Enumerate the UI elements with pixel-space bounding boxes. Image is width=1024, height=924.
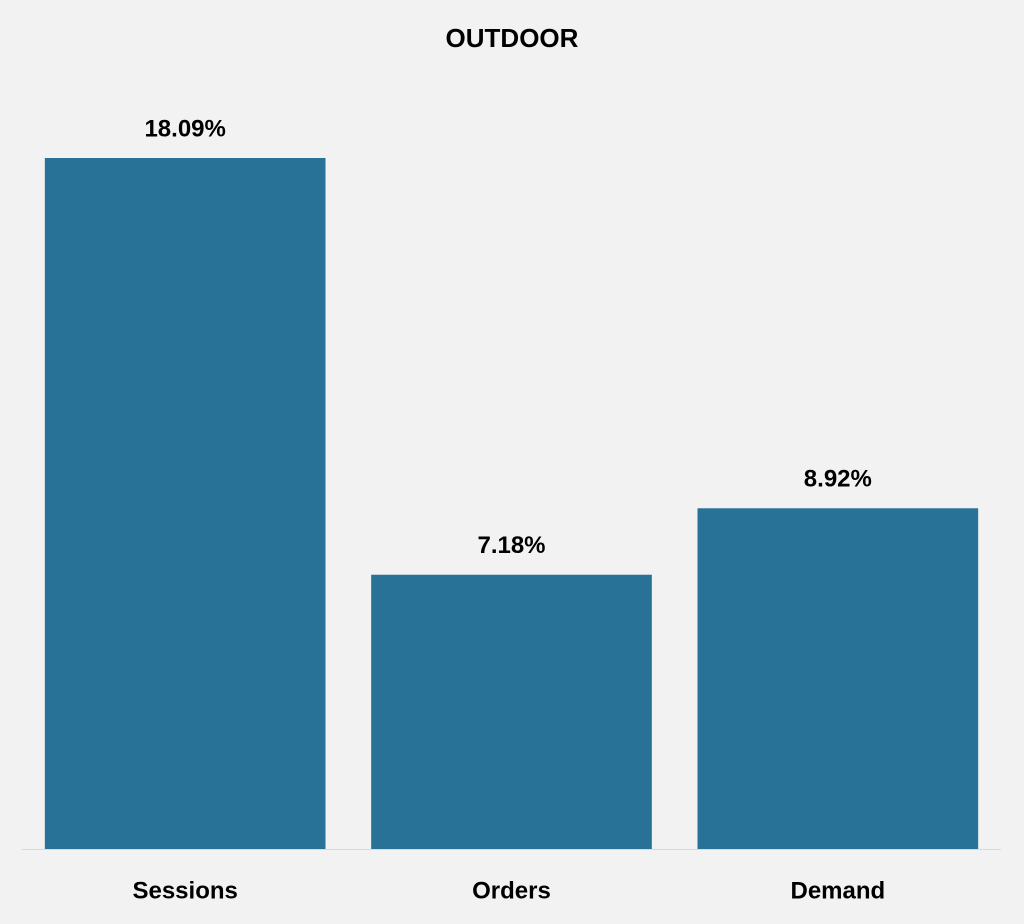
x-tick-label: Orders [472, 877, 551, 904]
x-tick-label: Sessions [132, 877, 237, 904]
data-label: 18.09% [144, 115, 225, 142]
x-tick-label: Demand [790, 877, 885, 904]
data-label: 7.18% [477, 532, 545, 559]
bar [44, 158, 326, 849]
data-label: 8.92% [804, 466, 872, 493]
bar [697, 508, 979, 849]
bar [371, 574, 652, 849]
chart-title: OUTDOOR [446, 23, 579, 53]
